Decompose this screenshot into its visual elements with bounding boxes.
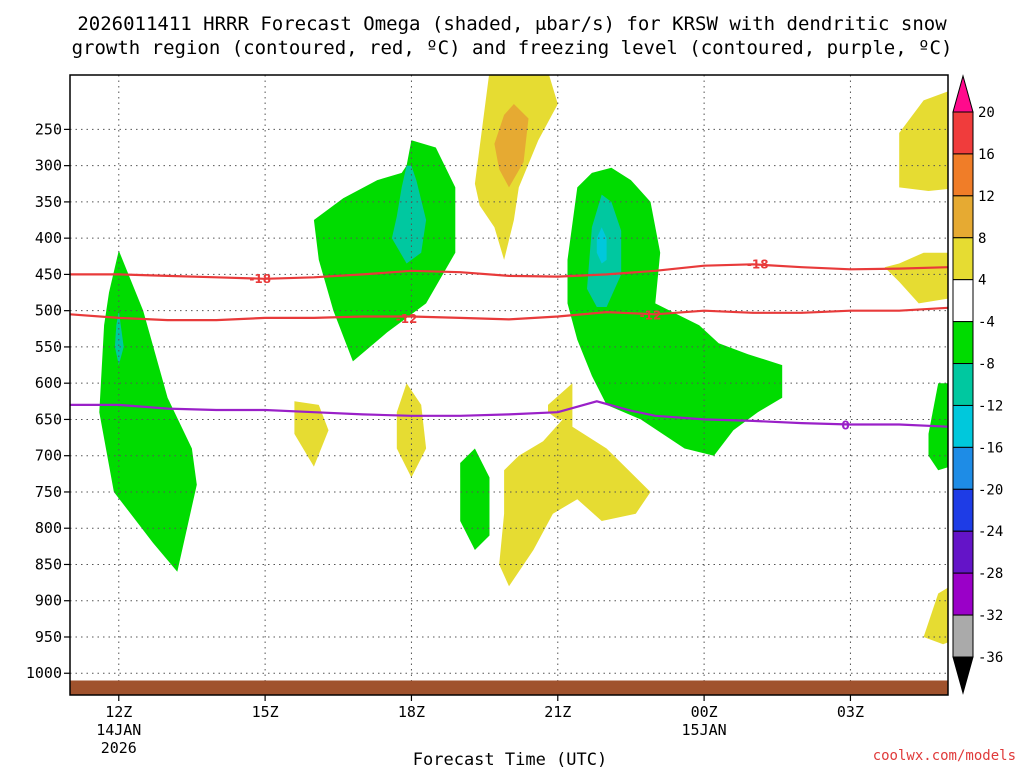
colorbar-label: -12 — [978, 398, 1003, 414]
x-axis-label: Forecast Time (UTC) — [413, 750, 607, 768]
omega-region — [114, 310, 124, 366]
omega-shading-layer — [99, 75, 948, 645]
colorbar-label: -36 — [978, 650, 1003, 666]
colorbar-label: -28 — [978, 566, 1003, 582]
colorbar-label: 4 — [978, 273, 986, 289]
colorbar-swatch — [952, 614, 974, 658]
colorbar-bottom-arrow — [952, 656, 974, 695]
colorbar-swatch — [952, 530, 974, 574]
colorbar-label: 20 — [978, 105, 995, 121]
contour-label: -18 — [747, 258, 769, 272]
y-tick-label: 450 — [35, 265, 62, 283]
colorbar-top-arrow — [952, 74, 974, 113]
colorbar-label: -20 — [978, 482, 1003, 498]
x-tick-label: 21Z — [544, 703, 571, 721]
contour-label: -12 — [640, 308, 662, 322]
colorbar-label: 8 — [978, 231, 986, 247]
x-tick-sublabel: 15JAN — [682, 721, 727, 739]
colorbar-swatch — [952, 446, 974, 490]
y-tick-label: 700 — [35, 447, 62, 465]
colorbar-swatch — [952, 279, 974, 323]
colorbar-swatch — [952, 488, 974, 532]
omega-region — [460, 448, 490, 550]
y-tick-label: 750 — [35, 483, 62, 501]
contour-line — [70, 306, 948, 322]
contour-label: -12 — [396, 312, 418, 326]
colorbar-swatch — [952, 237, 974, 281]
title-line-1: 2026011411 HRRR Forecast Omega (shaded, … — [77, 13, 947, 35]
y-tick-label: 600 — [35, 374, 62, 392]
plot-frame — [69, 74, 949, 696]
gridlines — [70, 75, 948, 695]
y-tick-label: 1000 — [26, 664, 62, 682]
y-tick-label: 800 — [35, 519, 62, 537]
y-axis: 250 300 350 400 450 500 550 600 650 700 750 800 850 9… — [26, 120, 70, 682]
omega-region — [294, 401, 329, 467]
x-tick-label: 03Z — [837, 703, 864, 721]
title-line-2: growth region (contoured, red, ºC) and f… — [72, 37, 953, 59]
omega-region — [99, 250, 197, 572]
colorbar-label: -32 — [978, 608, 1003, 624]
y-tick-label: 550 — [35, 338, 62, 356]
omega-region — [494, 104, 529, 188]
y-tick-label: 400 — [35, 229, 62, 247]
colorbar-label: -4 — [978, 315, 995, 331]
colorbar-swatch — [952, 111, 974, 155]
colorbar-swatch — [952, 195, 974, 239]
omega-region — [396, 383, 427, 478]
y-tick-label: 950 — [35, 628, 62, 646]
contour-layer: -18 -18 -12 -12 0 — [70, 258, 948, 433]
colorbar-swatch — [952, 153, 974, 197]
y-tick-label: 650 — [35, 410, 62, 428]
contour-line — [70, 263, 948, 280]
omega-region — [313, 140, 456, 362]
y-tick-label: 900 — [35, 592, 62, 610]
colorbar-label: 16 — [978, 147, 995, 163]
y-tick-label: 850 — [35, 555, 62, 573]
colorbar-label: -24 — [978, 524, 1003, 540]
omega-region — [499, 383, 651, 587]
y-tick-label: 500 — [35, 302, 62, 320]
x-tick-sublabel: 14JAN — [96, 721, 141, 739]
colorbar-swatch — [952, 321, 974, 365]
omega-region — [923, 587, 948, 645]
omega-region — [884, 252, 948, 304]
contour-label: -18 — [249, 272, 271, 286]
contour-line — [70, 400, 948, 428]
colorbar-swatch — [952, 363, 974, 406]
contour-label: 0 — [841, 419, 849, 433]
y-tick-label: 250 — [35, 120, 62, 138]
y-tick-label: 300 — [35, 157, 62, 175]
colorbar-swatch — [952, 572, 974, 616]
colorbar-label: -16 — [978, 440, 1003, 456]
x-tick-label: 15Z — [252, 703, 279, 721]
credit-text: coolwx.com/models — [873, 748, 1016, 764]
x-tick-label: 18Z — [398, 703, 425, 721]
surface-strip — [70, 680, 948, 695]
colorbar-swatch — [952, 404, 974, 448]
x-tick-label: 00Z — [691, 703, 718, 721]
omega-region — [596, 227, 607, 264]
colorbar-label: 12 — [978, 189, 995, 205]
colorbar: 20 16 12 8 4 -4 -8 -12 -16 -20 -24 -28 -32 -36 — [952, 74, 1003, 695]
x-tick-sublabel: 2026 — [101, 739, 137, 757]
omega-region — [899, 91, 948, 191]
omega-region — [391, 165, 427, 264]
x-tick-label: 12Z — [105, 703, 132, 721]
colorbar-label: -8 — [978, 357, 995, 373]
chart-title: 2026011411 HRRR Forecast Omega (shaded, … — [72, 13, 953, 59]
y-tick-label: 350 — [35, 193, 62, 211]
